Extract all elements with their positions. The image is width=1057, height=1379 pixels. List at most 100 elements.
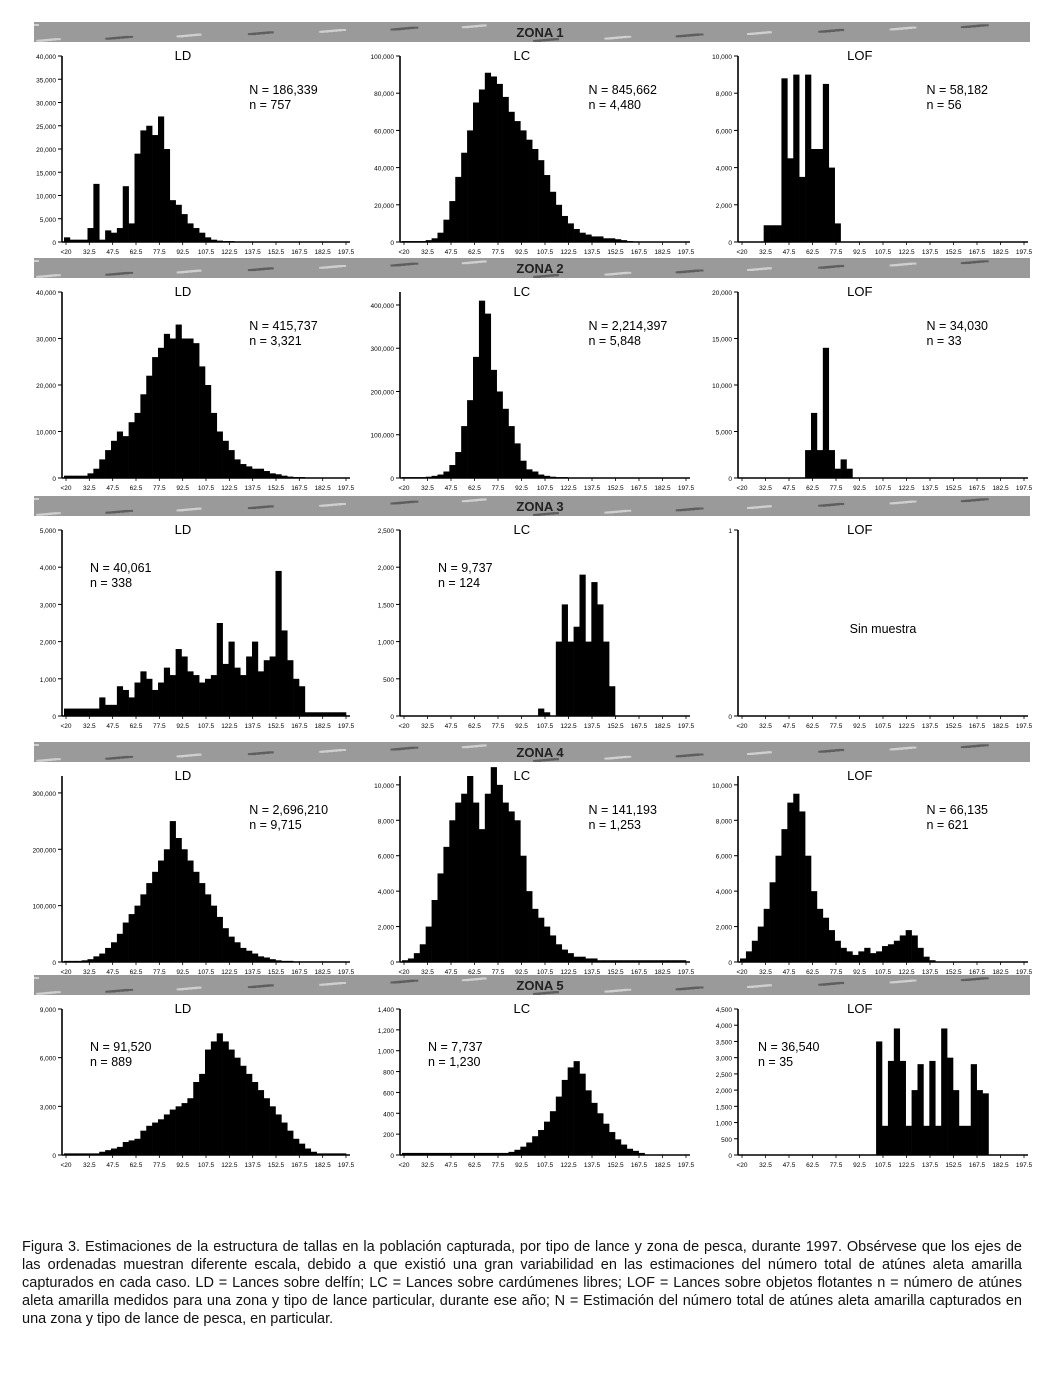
x-tick-label: 107.5: [875, 723, 892, 730]
zone-banner-speckle: [125, 988, 134, 991]
histogram-bar: [473, 802, 480, 962]
histogram-bar: [252, 641, 259, 716]
y-tick-label: 400,000: [371, 303, 395, 310]
histogram-bar: [199, 682, 206, 716]
histogram-bar: [169, 338, 176, 478]
y-tick-label: 6,000: [716, 128, 733, 135]
x-tick-label: 167.5: [631, 485, 648, 492]
x-tick-label: 47.5: [445, 1162, 458, 1169]
zone-banner-speckle: [267, 984, 274, 987]
y-tick-label: 15,000: [712, 337, 732, 344]
x-tick-label: 32.5: [759, 1162, 772, 1169]
x-tick-label: 62.5: [130, 1162, 143, 1169]
zone-banner-speckle: [552, 991, 559, 994]
y-tick-label: 0: [52, 240, 56, 247]
histogram-bar: [899, 1060, 906, 1155]
zone-banner-speckle: [980, 744, 989, 747]
zone-banner-label: ZONA 2: [516, 261, 563, 276]
histogram-bar: [603, 960, 610, 962]
histogram-bar: [787, 158, 794, 242]
histogram-bar: [473, 102, 480, 242]
histogram-bar: [496, 391, 503, 478]
histogram-bar: [328, 712, 335, 716]
histogram-panel: 0 2,000 4,000 6,000 8,000 10,000 <20 32.5 47.5 62…: [712, 48, 1032, 256]
x-tick-label: 122.5: [221, 485, 238, 492]
histogram-bar: [216, 916, 223, 962]
x-tick-label: 182.5: [992, 1162, 1009, 1169]
x-tick-label: 197.5: [678, 485, 695, 492]
histogram-bar: [982, 1093, 989, 1155]
histogram-bar: [210, 239, 218, 242]
histogram-bar: [402, 477, 409, 478]
histogram-bar: [304, 712, 312, 716]
zone-banner-speckle: [624, 509, 632, 512]
sample-n: n = 5,848: [589, 334, 642, 348]
histogram-bar: [163, 667, 171, 716]
x-tick-label: 47.5: [106, 969, 119, 976]
zone-banner-speckle: [53, 274, 61, 277]
x-tick-label: 122.5: [560, 249, 577, 256]
y-tick-label: 300,000: [33, 791, 57, 798]
histogram-bar: [478, 829, 486, 962]
zone-banner-label: ZONA 1: [516, 25, 563, 40]
histogram-bar: [887, 1060, 895, 1155]
x-tick-label: <20: [60, 249, 71, 256]
x-tick-label: 137.5: [245, 1162, 262, 1169]
y-tick-label: 100,000: [371, 54, 395, 61]
histogram-bar: [437, 474, 444, 478]
histogram-bar: [252, 1082, 259, 1155]
histogram-bar: [514, 1149, 521, 1155]
y-tick-label: 35,000: [36, 77, 56, 84]
histogram-bar: [64, 475, 71, 478]
histogram-bar: [419, 944, 426, 962]
y-tick-label: 0: [728, 476, 732, 483]
histogram-bar: [555, 1096, 563, 1155]
x-tick-label: 77.5: [492, 969, 505, 976]
panel-title: LOF: [847, 1001, 872, 1016]
histogram-bar: [116, 431, 124, 478]
x-tick-label: 122.5: [898, 969, 915, 976]
y-tick-label: 15,000: [36, 170, 56, 177]
x-tick-label: 167.5: [969, 249, 986, 256]
histogram-panel: 0 10,000 20,000 30,000 40,000 <20 32.5 47.5 62.5…: [36, 284, 354, 492]
histogram-bar: [520, 460, 527, 478]
histogram-bar: [567, 641, 574, 716]
x-tick-label: 107.5: [537, 485, 554, 492]
histogram-bar: [134, 682, 141, 716]
x-tick-label: 137.5: [922, 249, 939, 256]
x-tick-label: 77.5: [153, 723, 166, 730]
histogram-bar: [449, 820, 456, 962]
y-tick-label: 20,000: [374, 203, 394, 210]
histogram-bar: [81, 239, 88, 242]
x-tick-label: 182.5: [654, 249, 671, 256]
y-tick-label: 4,000: [40, 565, 57, 572]
histogram-bar: [573, 1061, 580, 1155]
zone-banner-speckle: [838, 28, 845, 31]
histogram-bar: [69, 960, 77, 962]
histogram-bar: [234, 942, 241, 962]
histogram-bar: [455, 452, 462, 478]
zone-banner-speckle: [196, 269, 202, 272]
histogram-bar: [269, 656, 276, 716]
histogram-bar: [105, 230, 112, 242]
histogram-bar: [269, 1106, 276, 1155]
histogram-bar: [246, 950, 253, 962]
histogram-panel: 0 100,000 200,000 300,000 <20 32.5 47.5 62.5 77.…: [33, 768, 355, 976]
histogram-bar: [620, 1144, 628, 1155]
histogram-bar: [805, 74, 812, 242]
x-tick-label: 137.5: [922, 969, 939, 976]
x-tick-label: 62.5: [806, 969, 819, 976]
estimate-N: N = 66,135: [927, 803, 989, 817]
histogram-bar: [484, 793, 492, 962]
histogram-bar: [87, 228, 94, 242]
zone-banner-speckle: [980, 498, 989, 501]
y-tick-label: 0: [390, 1153, 394, 1160]
x-tick-label: 47.5: [106, 1162, 119, 1169]
zone-banner-speckle: [481, 260, 487, 263]
x-tick-label: 92.5: [515, 249, 528, 256]
histogram-bar: [473, 1152, 480, 1155]
histogram-bar: [163, 333, 171, 478]
x-tick-label: 137.5: [584, 249, 601, 256]
zone-banner-speckle: [695, 986, 704, 989]
zone-banner-label: ZONA 4: [516, 745, 564, 760]
